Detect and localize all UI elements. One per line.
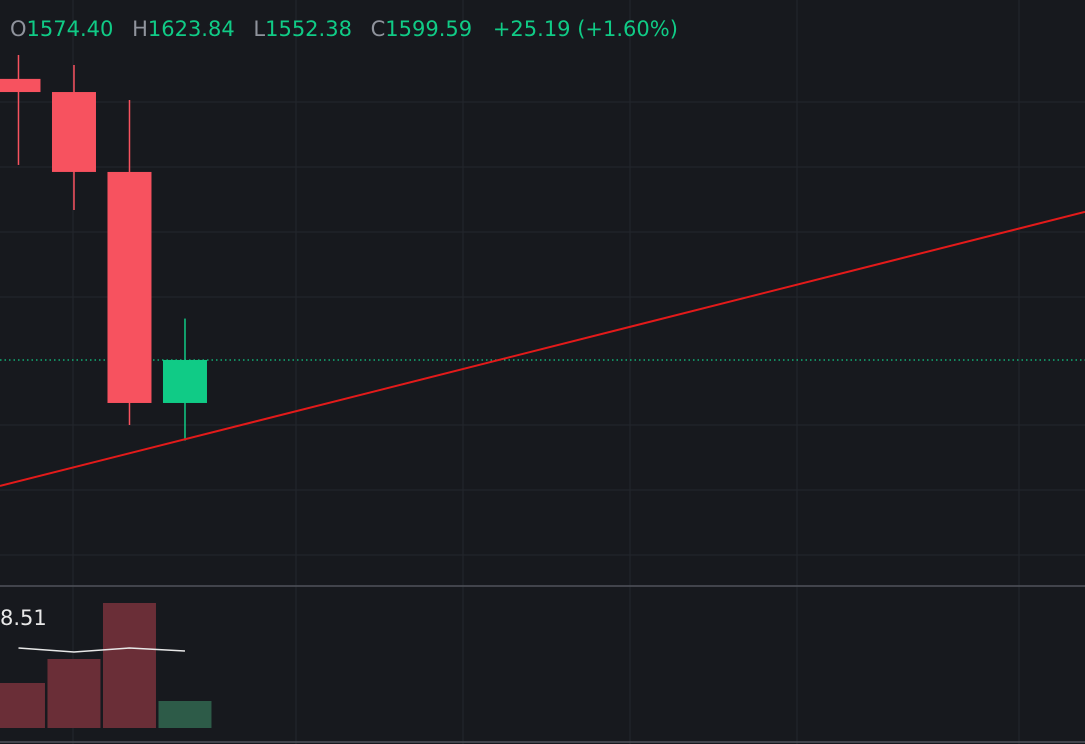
candle-body [51, 92, 96, 172]
volume-bar [47, 659, 101, 728]
volume-bar [102, 603, 156, 728]
high-value: 1623.84 [147, 17, 235, 41]
candle-body [107, 171, 152, 403]
change-pct: (+1.60%) [577, 17, 678, 41]
low-value: 1552.38 [265, 17, 352, 41]
trendline [0, 210, 1085, 487]
change: +25.19 [492, 17, 571, 41]
open-key: O [10, 17, 27, 41]
volume-bar [0, 683, 45, 728]
high-key: H [132, 17, 148, 41]
volume-ma-label: 8.51 [0, 606, 47, 630]
close-key: C [370, 17, 386, 41]
open-value: 1574.40 [26, 17, 114, 41]
volume-bar [158, 701, 212, 728]
low-key: L [253, 17, 266, 41]
candle-body [0, 78, 41, 93]
ohlc-header: O1574.40 H1623.84 L1552.38 C1599.59 +25.… [10, 17, 678, 41]
close-value: 1599.59 [385, 17, 473, 41]
candle-body [162, 359, 207, 403]
volume-ma-line [18, 647, 186, 653]
